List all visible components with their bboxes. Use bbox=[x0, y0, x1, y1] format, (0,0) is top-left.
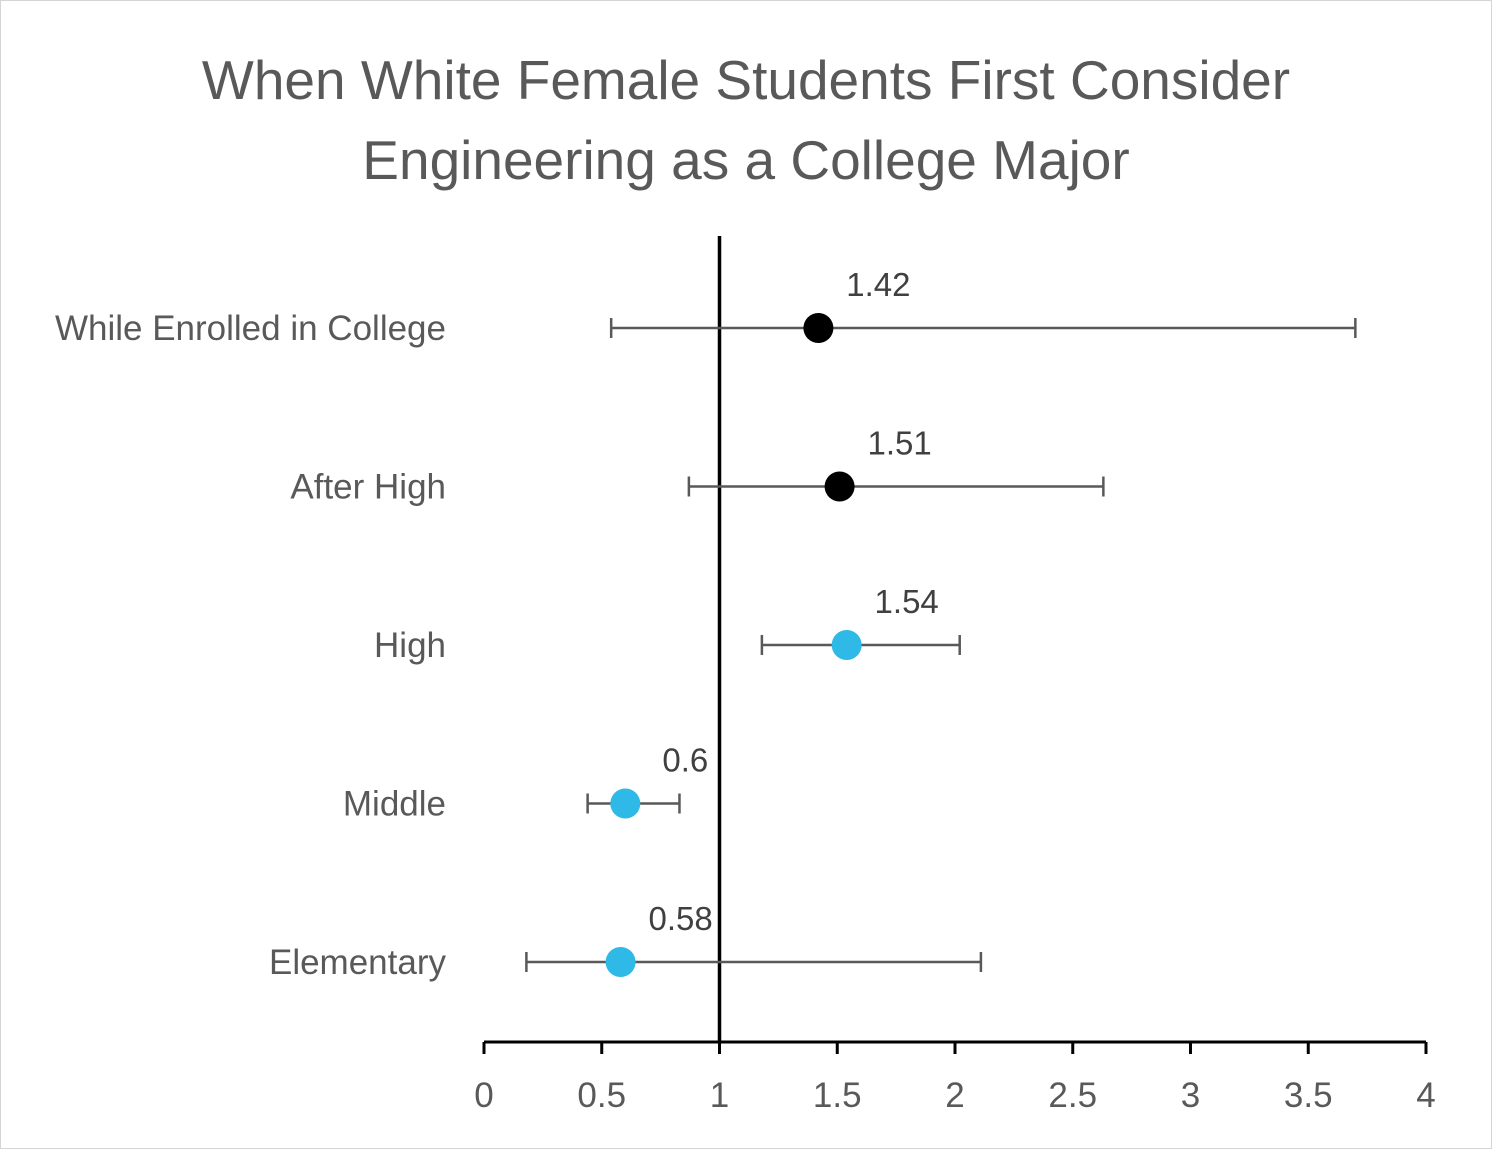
chart-title-line-1: When White Female Students First Conside… bbox=[201, 49, 1291, 111]
data-label: 1.51 bbox=[867, 425, 931, 462]
data-point bbox=[824, 471, 855, 502]
data-point bbox=[831, 630, 862, 660]
data-label: 1.42 bbox=[846, 266, 910, 303]
chart-title: When White Female Students First Conside… bbox=[0, 40, 1492, 200]
category-label: Middle bbox=[343, 785, 446, 824]
x-tick-label: 2 bbox=[945, 1076, 964, 1115]
category-label: High bbox=[374, 626, 446, 665]
data-label: 1.54 bbox=[875, 583, 939, 620]
x-tick-label: 3 bbox=[1181, 1076, 1200, 1115]
x-tick-label: 4 bbox=[1416, 1076, 1435, 1115]
data-point bbox=[610, 788, 641, 819]
data-point bbox=[605, 947, 636, 977]
data-point bbox=[803, 313, 834, 343]
x-tick-label: 1 bbox=[710, 1076, 729, 1115]
x-tick-label: 0.5 bbox=[577, 1076, 626, 1115]
category-label: While Enrolled in College bbox=[55, 309, 446, 348]
category-label: Elementary bbox=[269, 943, 447, 982]
chart-title-line-2: Engineering as a College Major bbox=[362, 129, 1130, 191]
category-label: After High bbox=[290, 468, 446, 507]
data-label: 0.58 bbox=[648, 900, 712, 937]
x-tick-label: 2.5 bbox=[1048, 1076, 1097, 1115]
x-tick-label: 1.5 bbox=[813, 1076, 862, 1115]
x-tick-label: 0 bbox=[474, 1076, 493, 1115]
x-tick-label: 3.5 bbox=[1284, 1076, 1333, 1115]
data-label: 0.6 bbox=[662, 742, 708, 779]
